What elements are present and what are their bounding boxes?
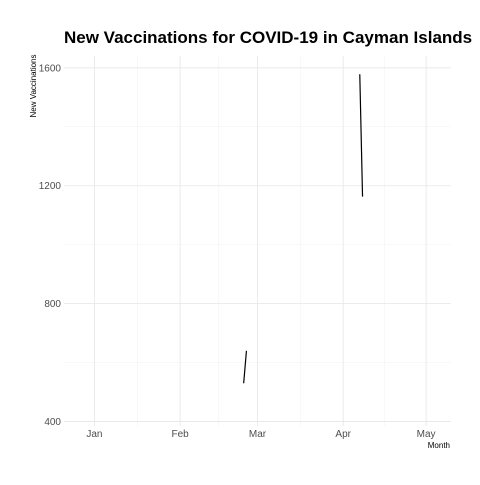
x-tick-label: May [417,429,436,440]
y-axis-title: New Vaccinations [29,55,38,118]
x-tick-label: Feb [171,429,189,440]
series-line-segment [359,74,364,197]
y-tick-label: 1200 [39,181,62,192]
y-tick-label: 1600 [39,63,62,74]
series-layer [243,74,364,384]
y-tick-labels: 400 800 1200 1600 [39,63,62,428]
x-tick-label: Apr [335,429,351,440]
x-tick-label: Mar [249,429,267,440]
series-line-segment [243,350,248,384]
x-axis-title: Month [428,441,450,450]
x-tick-labels: Jan Feb Mar Apr May [86,429,435,440]
x-tick-label: Jan [86,429,102,440]
chart-title: New Vaccinations for COVID-19 in Cayman … [64,28,472,47]
y-tick-label: 400 [44,417,61,428]
y-tick-label: 800 [44,299,61,310]
major-gridlines [64,56,451,426]
